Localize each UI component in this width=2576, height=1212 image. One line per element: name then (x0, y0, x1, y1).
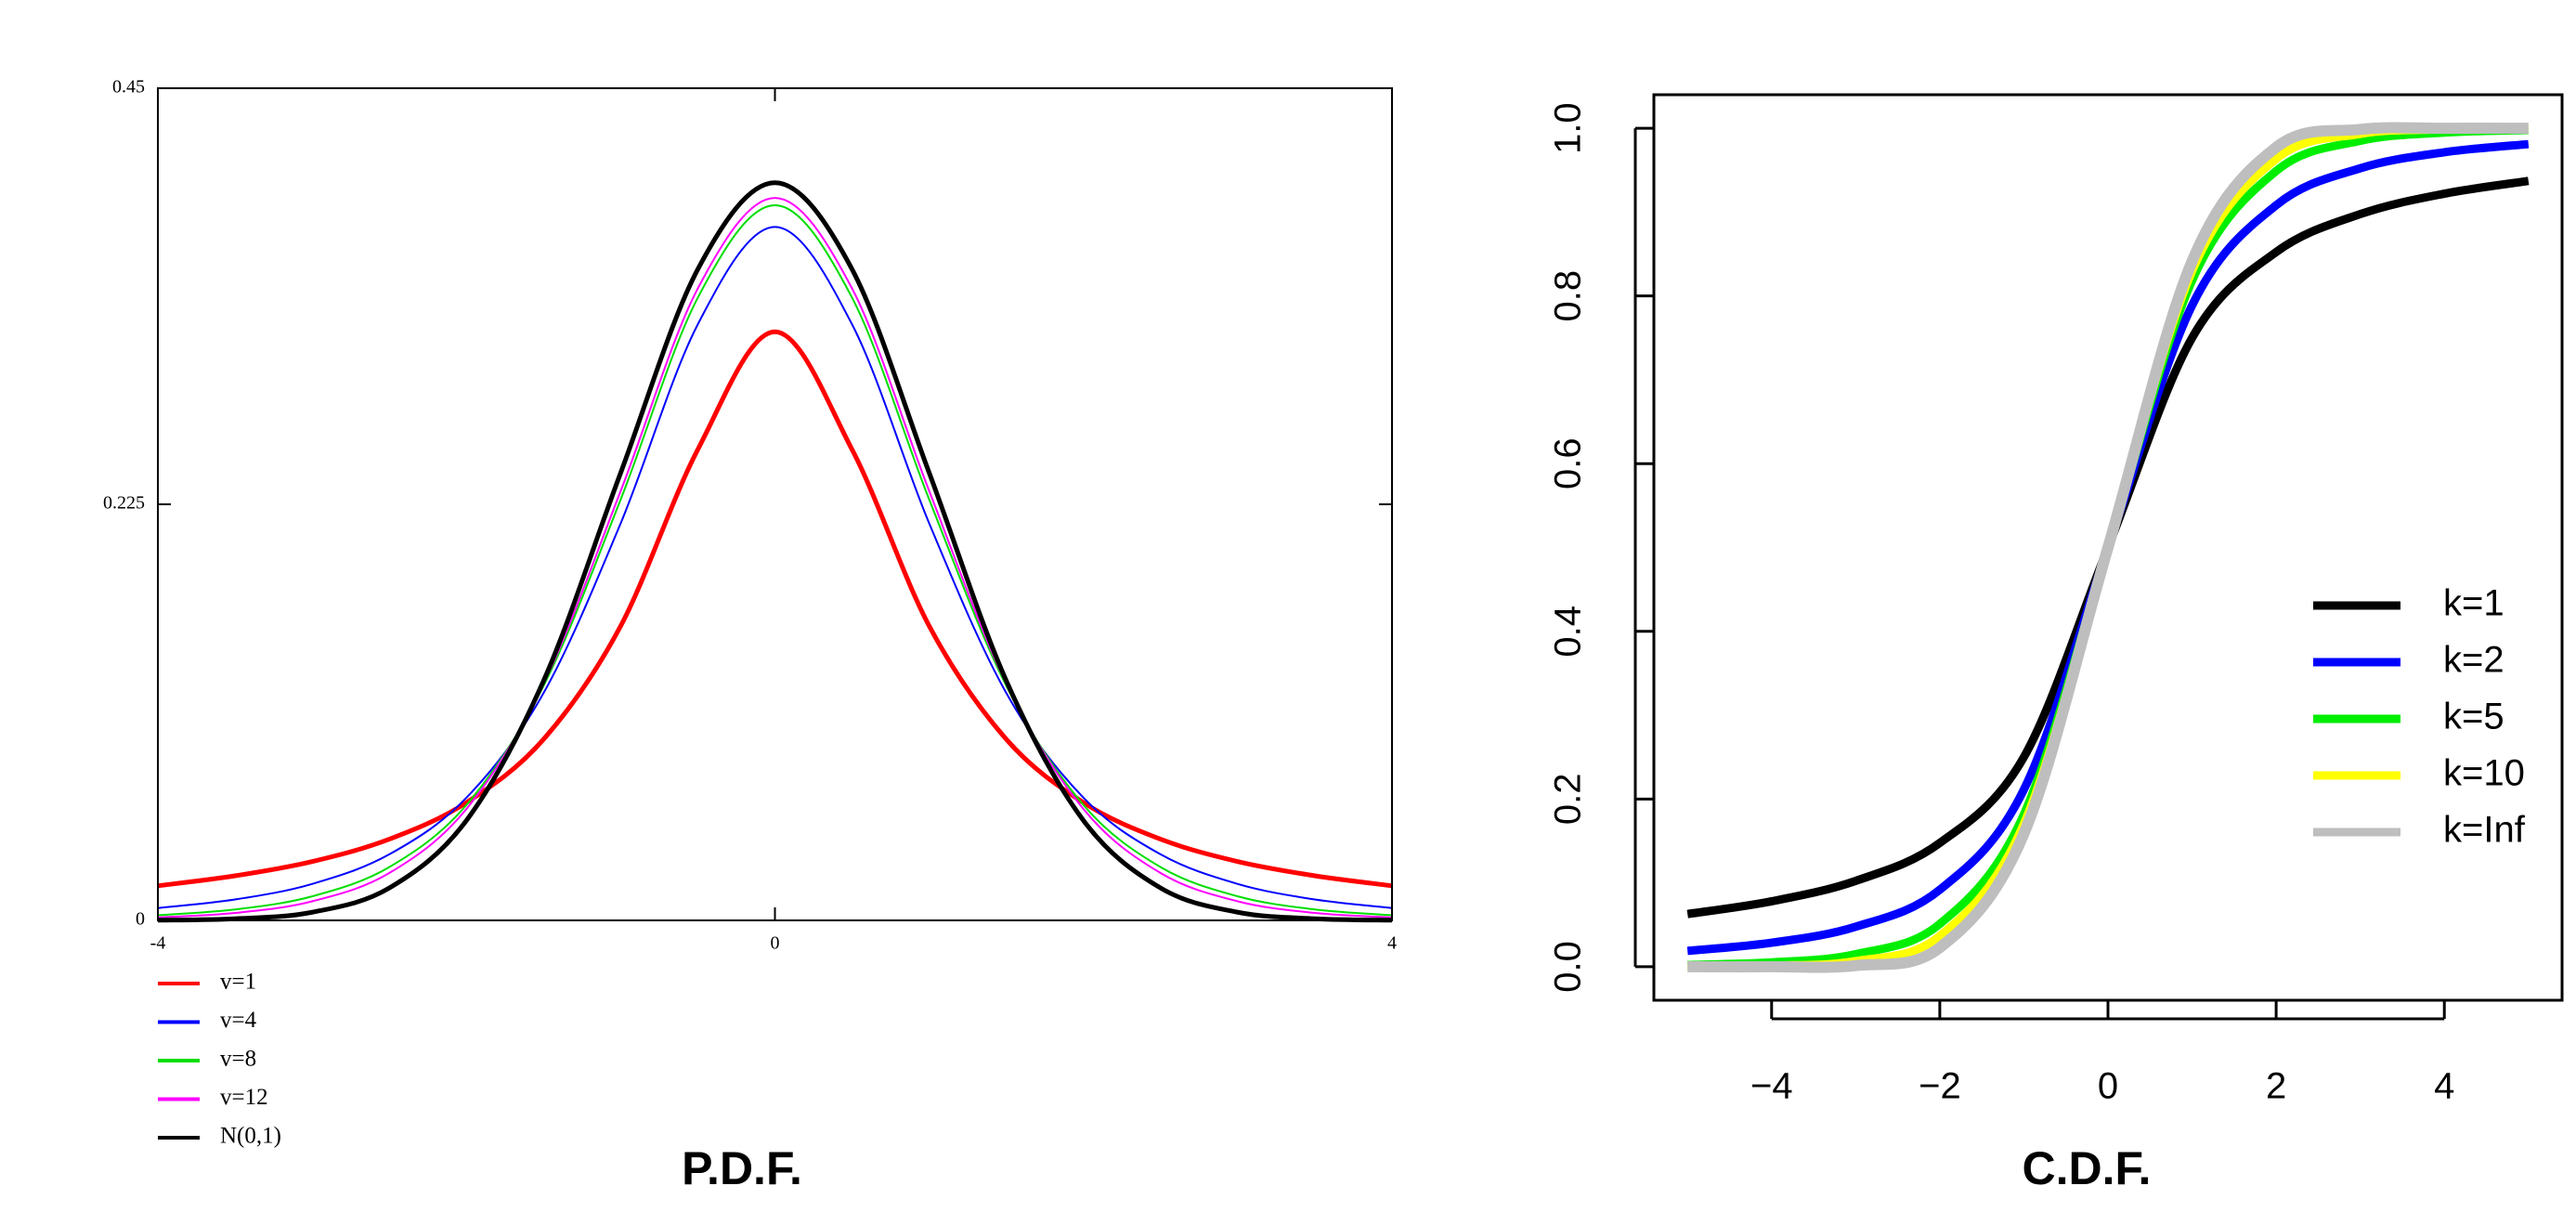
x-tick-label: 4 (1387, 933, 1397, 954)
y-tick-label: 0.45 (112, 77, 145, 98)
x-tick-label: 0 (771, 933, 780, 954)
x-tick-label: −2 (1919, 1066, 1961, 1107)
y-tick-label: 0.0 (1548, 941, 1589, 993)
x-tick-label: 4 (2434, 1066, 2454, 1107)
legend-label: k=5 (2443, 697, 2504, 737)
x-tick-label: 2 (2266, 1066, 2286, 1107)
legend-label: N(0,1) (220, 1124, 281, 1149)
legend-label: k=1 (2443, 583, 2504, 624)
series-line (157, 204, 1393, 917)
legend-label: v=4 (220, 1008, 257, 1033)
legend-label: v=1 (220, 970, 256, 995)
plot-frame (1652, 93, 2564, 1002)
plot-frame (157, 87, 1393, 921)
legend-label: v=8 (220, 1047, 256, 1072)
x-tick-label: -4 (150, 933, 166, 954)
x-tick-label: 0 (2098, 1066, 2118, 1107)
legend-label: k=Inf (2443, 810, 2526, 851)
y-tick-label: 0.4 (1548, 606, 1589, 658)
y-tick-label: 0.2 (1548, 774, 1589, 826)
y-tick-label: 0.8 (1548, 270, 1589, 322)
y-tick-label: 0.225 (103, 493, 145, 514)
chart-title: P.D.F. (682, 1142, 802, 1194)
chart-title: C.D.F. (2023, 1142, 2152, 1194)
series-line (157, 226, 1393, 909)
y-tick-label: 0 (136, 909, 145, 930)
series-line (157, 329, 1393, 889)
legend-label: k=10 (2443, 753, 2525, 794)
legend-label: v=12 (220, 1085, 268, 1110)
series-line (157, 180, 1393, 923)
legend-label: k=2 (2443, 640, 2504, 681)
y-tick-label: 0.6 (1548, 437, 1589, 489)
series-line (1687, 122, 2529, 973)
y-tick-label: 1.0 (1548, 102, 1589, 154)
x-tick-label: −4 (1750, 1066, 1793, 1107)
series-line (157, 197, 1393, 919)
